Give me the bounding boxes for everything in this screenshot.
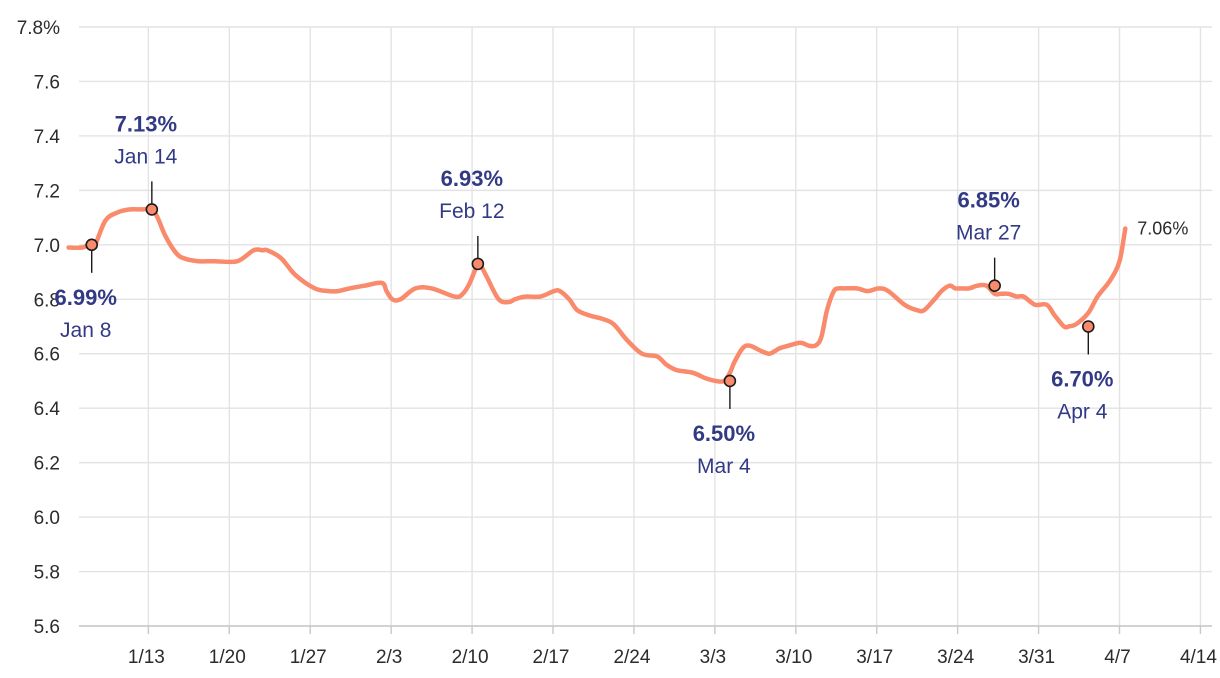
- y-tick-label: 7.6: [34, 72, 60, 93]
- annotation-jan-8: 6.99% Jan 8: [55, 238, 117, 342]
- x-tick-label: 3/10: [775, 647, 812, 668]
- annotation-marker: [471, 257, 485, 271]
- x-tick-label: 1/20: [209, 647, 246, 668]
- annotation-mar-27: 6.85% Mar 27: [956, 188, 1021, 292]
- annotation-mar-4: 6.50% Mar 4: [693, 374, 755, 478]
- annotation-marker: [85, 238, 99, 252]
- y-tick-label: 7.4: [34, 127, 61, 148]
- series-line-rate: [66, 206, 1128, 384]
- y-tick-label: 6.8: [34, 290, 60, 311]
- y-tick-label: 7.2: [34, 181, 60, 202]
- y-tick-label: 7.0: [34, 236, 60, 257]
- x-tick-label: 2/10: [452, 647, 489, 668]
- y-tick-label: 5.8: [34, 563, 60, 584]
- annotation-value-label: 6.70%: [1051, 367, 1113, 392]
- x-tick-label: 3/17: [856, 647, 893, 668]
- annotation-value-label: 6.93%: [441, 166, 503, 191]
- annotation-date-label: Mar 4: [697, 455, 751, 478]
- x-tick-label: 3/3: [700, 647, 726, 668]
- y-tick-label: 6.4: [34, 399, 61, 420]
- y-tick-label: 6.2: [34, 454, 60, 475]
- annotation-marker: [1081, 320, 1095, 333]
- annotation-marker: [145, 203, 159, 216]
- x-tick-label: 1/13: [128, 647, 165, 668]
- x-axis: 1/13 1/20 1/27 2/3 2/10 2/17 2/24 3/3 3/10 3/17 3/…: [79, 625, 1217, 668]
- annotation-value-label: 6.99%: [55, 285, 117, 310]
- x-tick-label: 2/3: [376, 647, 402, 668]
- x-tick-label: 1/27: [290, 647, 327, 668]
- annotation-marker: [988, 279, 1001, 292]
- annotation-value-label: 6.85%: [957, 188, 1019, 213]
- annotation-date-label: Mar 27: [956, 222, 1021, 245]
- annotation-feb-12: 6.93% Feb 12: [439, 166, 505, 271]
- y-tick-label: 6.0: [34, 508, 60, 529]
- x-tick-label: 3/24: [937, 647, 974, 668]
- y-tick-label: 6.6: [34, 345, 60, 366]
- annotation-jan-14: 7.13% Jan 14: [114, 111, 178, 216]
- y-gridlines: [79, 26, 1212, 627]
- y-tick-label: 7.8%: [17, 18, 60, 39]
- annotations: 6.99% Jan 8 7.13% Jan 14 6.93% Feb 12 6.50% Mar…: [55, 111, 1114, 478]
- x-tick-label: 4/14: [1180, 647, 1217, 668]
- end-value-label: 7.06%: [1137, 218, 1188, 238]
- y-tick-label: 5.6: [34, 617, 60, 638]
- annotation-apr-4: 6.70% Apr 4: [1051, 320, 1113, 424]
- x-gridlines: [147, 27, 1202, 626]
- annotation-marker: [723, 374, 737, 388]
- x-tick-label: 4/7: [1104, 647, 1130, 668]
- x-tick-label: 2/24: [613, 647, 650, 668]
- annotation-value-label: 7.13%: [115, 111, 177, 136]
- annotation-date-label: Jan 14: [114, 145, 177, 168]
- annotation-value-label: 6.50%: [693, 421, 755, 446]
- y-axis: 5.6 5.8 6.0 6.2 6.4 6.6 6.8 7.0 7.2 7.4 7.6 7.8%: [17, 18, 61, 638]
- annotation-date-label: Jan 8: [60, 319, 111, 342]
- annotation-date-label: Feb 12: [439, 200, 504, 223]
- x-tick-label: 2/17: [533, 647, 570, 668]
- x-tick-label: 3/31: [1018, 647, 1055, 668]
- annotation-date-label: Apr 4: [1057, 401, 1108, 424]
